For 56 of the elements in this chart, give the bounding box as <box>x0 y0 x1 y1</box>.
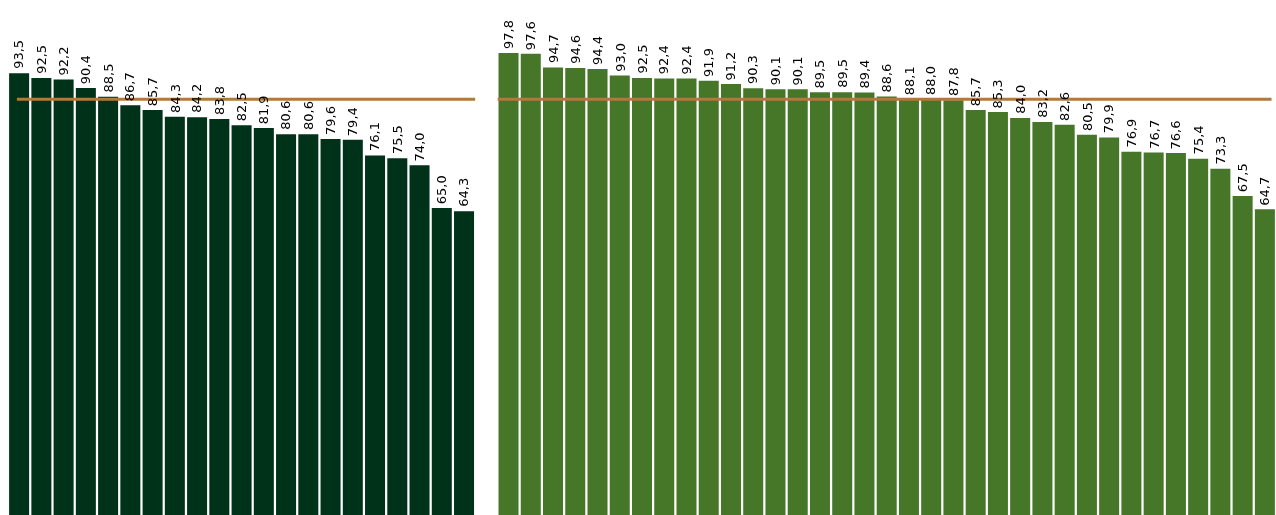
data-label: 91,9 <box>701 48 717 78</box>
data-label: 89,4 <box>857 59 873 89</box>
data-label: 79,9 <box>1101 104 1117 134</box>
data-label: 85,3 <box>990 79 1006 109</box>
data-label: 92,5 <box>33 44 49 74</box>
data-label: 83,2 <box>1035 88 1051 118</box>
data-label: 93,0 <box>612 42 628 72</box>
data-label: 92,2 <box>55 46 71 76</box>
data-label: 85,7 <box>145 77 161 107</box>
data-label: 93,5 <box>11 39 27 69</box>
data-label: 83,8 <box>211 85 227 115</box>
data-label: 94,4 <box>590 36 606 65</box>
data-label: 86,7 <box>122 72 138 102</box>
data-label: 80,5 <box>1079 102 1095 132</box>
data-label: 90,1 <box>767 56 783 86</box>
data-label: 90,1 <box>789 56 805 86</box>
data-label: 79,4 <box>345 107 361 137</box>
data-label: 85,7 <box>968 77 984 107</box>
data-label: 97,8 <box>501 19 517 49</box>
data-label: 88,0 <box>923 65 939 95</box>
data-label: 94,7 <box>545 34 561 64</box>
data-label: 81,9 <box>256 95 272 125</box>
data-label: 88,5 <box>100 63 116 93</box>
data-label: 92,4 <box>656 45 672 75</box>
data-label: 73,3 <box>1213 135 1229 165</box>
data-label: 92,4 <box>678 45 694 75</box>
data-label: 87,8 <box>945 67 961 97</box>
data-label: 76,1 <box>367 122 383 151</box>
data-label: 90,3 <box>745 55 761 85</box>
data-label: 92,5 <box>634 44 650 74</box>
data-label: 94,6 <box>567 34 583 64</box>
data-label: 76,6 <box>1168 120 1184 150</box>
data-label: 88,6 <box>878 63 894 93</box>
data-label: 97,6 <box>523 21 539 51</box>
data-label: 65,0 <box>434 175 450 205</box>
data-label: 84,3 <box>167 84 183 114</box>
data-label: 89,5 <box>834 58 850 88</box>
data-label: 82,6 <box>1057 91 1073 121</box>
data-label: 84,0 <box>1012 84 1028 114</box>
data-label: 76,7 <box>1146 119 1162 149</box>
data-label: 74,0 <box>411 132 427 162</box>
data-label: 91,2 <box>723 51 739 81</box>
data-label: 75,4 <box>1190 125 1206 155</box>
data-label: 75,5 <box>389 125 405 155</box>
data-label: 79,6 <box>323 106 339 135</box>
data-label: 64,7 <box>1257 176 1273 206</box>
data-label: 89,5 <box>812 59 828 89</box>
data-label: 80,6 <box>278 100 294 130</box>
data-label: 64,3 <box>456 177 472 207</box>
data-label: 82,5 <box>233 92 249 122</box>
data-label: 88,1 <box>901 66 917 96</box>
data-label: 76,9 <box>1124 118 1140 148</box>
data-label: 67,5 <box>1235 163 1251 193</box>
data-label: 80,6 <box>300 101 316 130</box>
data-label: 84,2 <box>189 83 205 113</box>
data-label: 90,4 <box>78 55 94 85</box>
